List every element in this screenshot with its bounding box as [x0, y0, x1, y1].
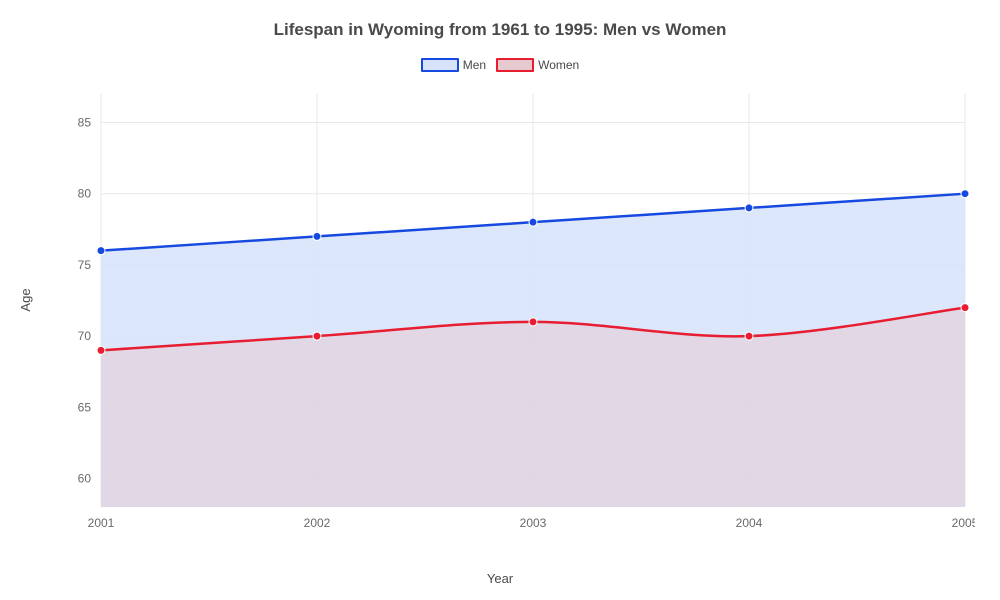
chart-title: Lifespan in Wyoming from 1961 to 1995: M… — [0, 20, 1000, 40]
svg-text:65: 65 — [78, 400, 92, 414]
svg-text:2003: 2003 — [520, 516, 547, 530]
x-axis-label: Year — [0, 571, 1000, 586]
legend-swatch-women — [496, 58, 534, 72]
plot-area: 60 65 70 75 80 85 2001 2002 2003 2004 2005 — [65, 88, 975, 535]
legend-label-women: Women — [538, 58, 579, 72]
legend-item-men: Men — [421, 58, 486, 72]
legend-label-men: Men — [463, 58, 486, 72]
svg-text:2002: 2002 — [304, 516, 331, 530]
legend-item-women: Women — [496, 58, 579, 72]
svg-text:60: 60 — [78, 472, 92, 486]
legend-swatch-men — [421, 58, 459, 72]
svg-text:2005: 2005 — [952, 516, 975, 530]
svg-text:70: 70 — [78, 329, 92, 343]
svg-text:80: 80 — [78, 187, 92, 201]
svg-text:2001: 2001 — [88, 516, 115, 530]
svg-text:2004: 2004 — [736, 516, 763, 530]
svg-text:85: 85 — [78, 115, 92, 129]
chart-svg: 60 65 70 75 80 85 2001 2002 2003 2004 2005 — [65, 88, 975, 535]
svg-text:75: 75 — [78, 258, 92, 272]
y-axis-label: Age — [18, 288, 33, 311]
legend: Men Women — [0, 58, 1000, 72]
